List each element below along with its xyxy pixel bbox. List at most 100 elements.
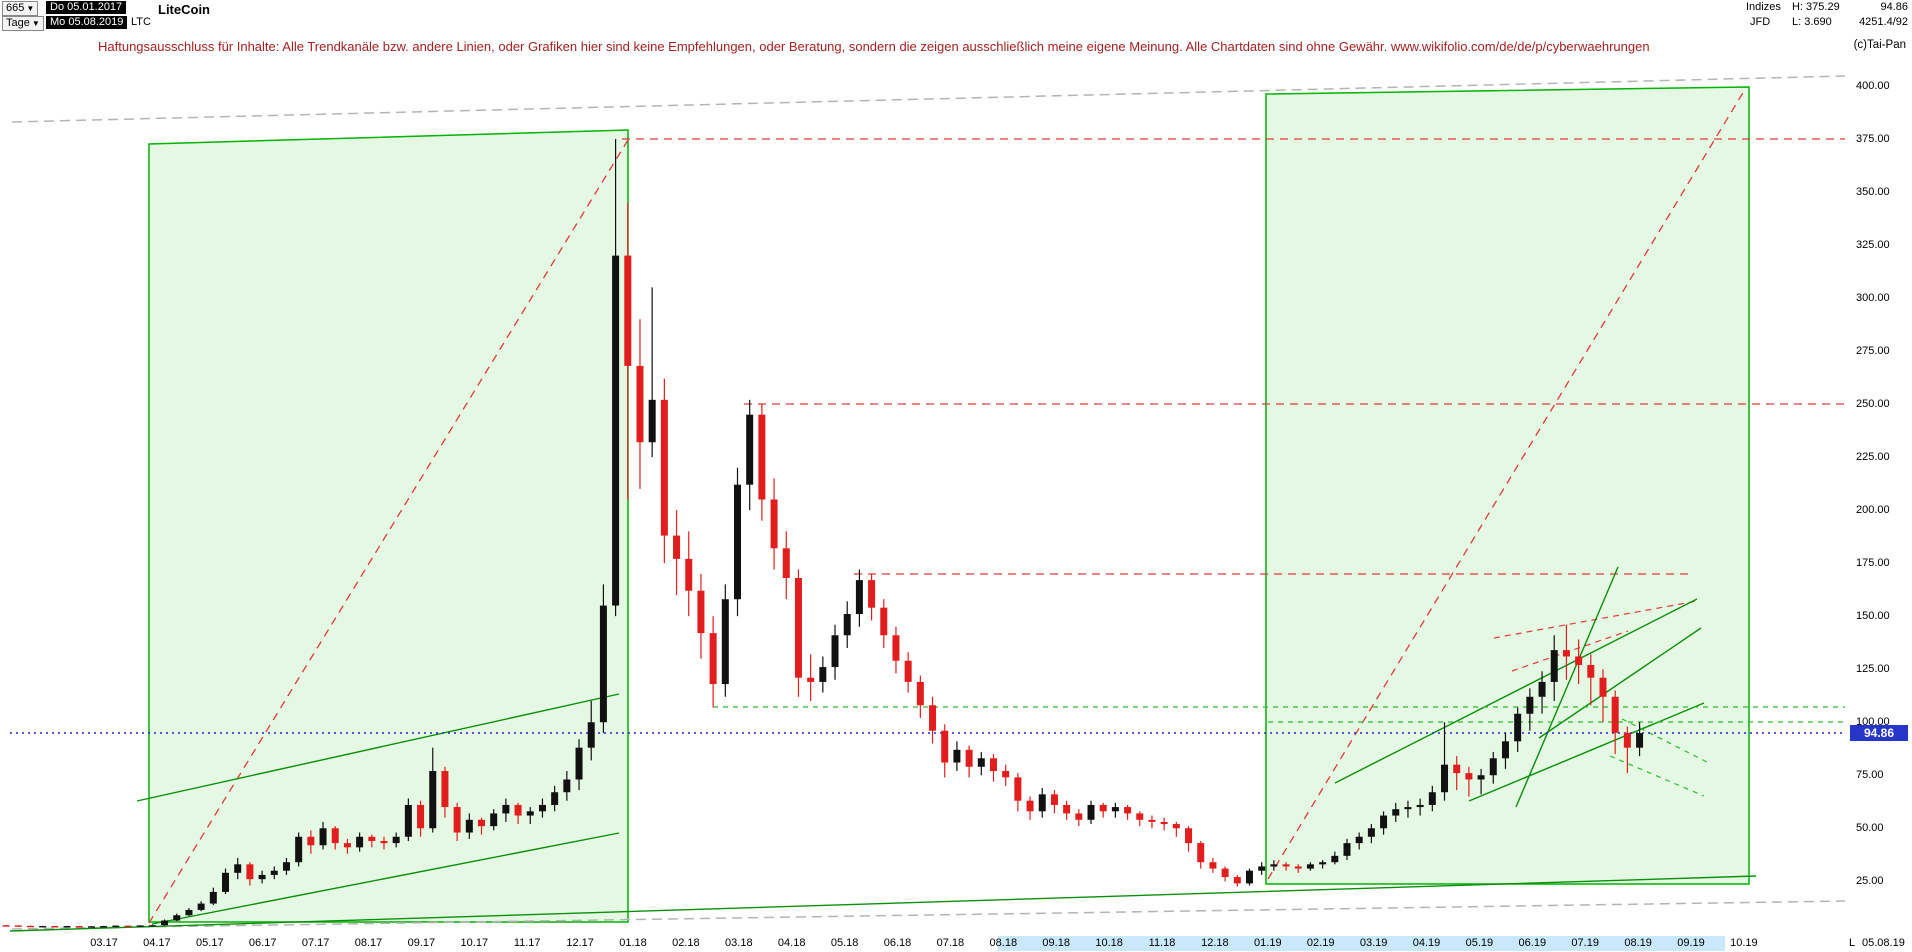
candle-body [612,255,620,606]
annotation-line [1515,566,1619,808]
time-axis-label: 03.18 [725,937,753,949]
candle-body [636,365,644,443]
time-axis[interactable]: L 05.08.19 03.17 04.17 05.17 06.17 07.17 08.1… [0,936,1912,952]
annotation-line [9,875,1757,932]
time-axis-label: 02.18 [672,937,700,949]
symbol-label: LTC [131,16,151,28]
time-axis-label: 09.18 [1042,937,1070,949]
price-axis-label: 50.00 [1856,822,1884,835]
candle-body [343,843,351,848]
candle-body [197,903,205,910]
price-axis-label: 125.00 [1856,663,1890,676]
candle-body [75,926,83,928]
candle-body [87,926,95,928]
candle-body [1233,877,1241,884]
candle-body [234,864,242,873]
candle-body [916,681,924,706]
annotation-line [11,75,1846,123]
candle-body [185,909,193,916]
time-axis-label: 11.18 [1148,937,1176,949]
time-axis-label: 04.17 [143,937,171,949]
candle-body [660,399,668,536]
candle-body [1197,843,1205,863]
candle-body [709,633,717,685]
candle-body [307,836,315,846]
candle-body [246,864,254,880]
candle-body [526,811,534,816]
annotation-line [1511,630,1629,672]
candle-body [855,580,863,615]
candle-body [1355,836,1363,844]
candle-body [685,558,693,591]
candle-body [1562,650,1570,657]
annotation-line [136,693,620,802]
candle-body [1014,777,1022,801]
candle-body [1636,733,1644,748]
candle-body [1392,809,1400,816]
candle-body [782,548,790,578]
time-axis-label: 07.19 [1571,937,1599,949]
annotation-line [151,832,620,925]
candle-body [1526,696,1534,714]
candle-body [1380,815,1388,829]
session-high-label: H: 375.29 [1792,1,1840,13]
price-axis[interactable]: 400.00 375.00 350.00 325.00 300.00 275.00 250.… [1856,0,1912,952]
candle-body [100,926,108,928]
candle-body [356,836,364,848]
candle-body [1172,824,1180,829]
candle-body [1002,771,1010,778]
candle-body [807,677,815,682]
time-axis-label: 03.17 [90,937,118,949]
candle-body [843,614,851,636]
candle-body [270,870,278,875]
price-axis-label: 175.00 [1856,557,1890,570]
chart-canvas[interactable] [0,55,1870,933]
time-axis-label: 10.19 [1730,937,1758,949]
candle-body [26,925,34,928]
price-axis-label: 200.00 [1856,504,1890,517]
candle-body [1294,866,1302,869]
copyright-label: (c)Tai-Pan [1853,39,1906,51]
candle-body [648,399,656,443]
candle-body [1258,866,1266,871]
candle-body [1306,864,1314,869]
candle-body [490,813,498,827]
timeframe-dropdown[interactable]: Tage ▼ [2,16,44,31]
time-axis-label: 08.18 [989,937,1018,949]
candle-body [1185,828,1193,844]
annotation-line [1468,702,1705,802]
candle-body [478,819,486,827]
candle-body [599,605,607,723]
candle-body [1367,828,1375,837]
candle-body [746,414,754,485]
candle-body [51,926,59,928]
candle-body [1343,843,1351,856]
candle-body [697,590,705,634]
candle-body [1550,650,1558,682]
candle-body [209,891,217,904]
price-axis-label: 375.00 [1856,132,1890,145]
periods-dropdown[interactable]: 665 ▼ [2,1,39,16]
candle-body [1124,807,1132,814]
candle-body [392,836,400,844]
candle-body [1075,813,1083,820]
candle-body [977,758,985,767]
time-axis-label: 06.19 [1518,937,1547,949]
candle-body [173,915,181,921]
time-axis-label: 12.18 [1201,937,1229,949]
candle-body [794,577,802,678]
candle-body [429,771,437,829]
feed-label: JFD [1750,16,1771,28]
annotation-line [1538,627,1702,739]
date-from-display[interactable]: Do 05.01.2017 [46,1,127,14]
candle-body [1221,868,1229,878]
last-date-label: 05.08.19 [1862,937,1905,949]
candles-layer [2,138,1644,928]
date-to-display[interactable]: Mo 05.08.2019 [46,16,128,29]
chevron-down-icon: ▼ [31,19,40,28]
time-axis-label: 05.18 [830,937,859,949]
annotation-line [11,900,1846,930]
chart-area[interactable] [0,55,1870,933]
date-from-value: Do 05.01.2017 [50,1,123,13]
time-axis-label: 03.19 [1359,937,1388,949]
